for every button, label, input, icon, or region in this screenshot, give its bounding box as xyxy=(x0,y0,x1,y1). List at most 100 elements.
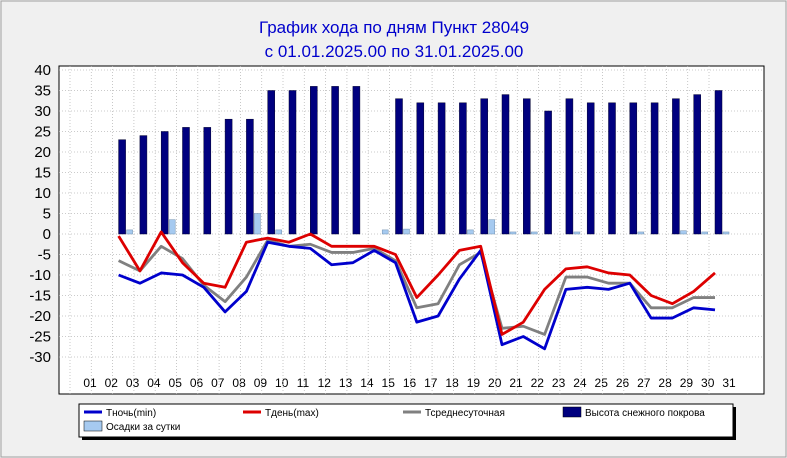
snow-depth-bar xyxy=(139,135,148,235)
x-tick-label: 21 xyxy=(509,376,523,390)
y-tick-label: -15 xyxy=(29,288,51,305)
y-tick-label: 0 xyxy=(43,226,51,243)
y-tick-label: 5 xyxy=(43,206,51,223)
y-tick-label: 40 xyxy=(34,62,51,79)
x-tick-label: 20 xyxy=(488,376,502,390)
precipitation-bar xyxy=(680,230,687,235)
precipitation-bar xyxy=(126,229,133,235)
precipitation-bar xyxy=(381,229,389,235)
snow-depth-bar xyxy=(544,110,552,235)
legend-label: Тночь(min) xyxy=(106,408,156,419)
snow-depth-bar xyxy=(395,98,403,235)
snow-depth-bar xyxy=(586,102,595,235)
snow-depth-bar xyxy=(714,90,723,235)
snow-depth-bar xyxy=(416,102,425,235)
legend-label: Осадки за сутки xyxy=(106,422,180,433)
tavg-line xyxy=(117,238,715,336)
x-tick-label: 30 xyxy=(701,376,715,390)
x-tick-label: 10 xyxy=(275,376,289,390)
snow-depth-bar xyxy=(459,102,467,235)
precipitation-bar xyxy=(701,231,708,235)
tmin-line xyxy=(118,240,716,351)
precipitation-bar xyxy=(467,229,474,235)
chart-title-line-2: с 01.01.2025.00 по 31.01.2025.00 xyxy=(265,42,524,61)
precipitation-bar xyxy=(275,229,282,235)
snow-depth-bar xyxy=(608,102,616,235)
tmax-line xyxy=(117,230,716,336)
y-tick-label: 35 xyxy=(34,83,51,100)
y-tick-label: -5 xyxy=(38,247,51,264)
snow-depth-bar xyxy=(693,94,701,235)
y-tick-label: 15 xyxy=(34,165,51,182)
x-tick-label: 17 xyxy=(424,376,438,390)
x-tick-label: 15 xyxy=(382,376,396,390)
legend-label: Высота снежного покрова xyxy=(585,408,705,419)
legend-swatch-bar xyxy=(562,406,582,418)
x-tick-label: 29 xyxy=(680,376,694,390)
chart-title-line-1: График хода по дням Пункт 28049 xyxy=(259,18,529,37)
legend-label: Тдень(max) xyxy=(265,408,319,419)
x-tick-label: 03 xyxy=(126,376,140,390)
x-tick-label: 07 xyxy=(211,376,225,390)
x-tick-label: 01 xyxy=(83,376,97,390)
precipitation-bar xyxy=(254,213,261,235)
x-tick-label: 11 xyxy=(297,376,310,390)
x-tick-label: 22 xyxy=(531,376,545,390)
x-tick-label: 06 xyxy=(190,376,204,390)
x-tick-label: 23 xyxy=(552,376,566,390)
x-tick-label: 02 xyxy=(105,376,119,390)
x-tick-label: 25 xyxy=(595,376,609,390)
snow-depth-bar xyxy=(672,98,680,235)
precipitation-bar xyxy=(637,231,645,235)
snow-depth-bar xyxy=(437,102,446,235)
y-tick-label: 20 xyxy=(34,144,51,161)
snow-depth-bar xyxy=(224,118,233,235)
legend-label: Тсреднесуточная xyxy=(425,408,505,419)
y-tick-label: 10 xyxy=(34,185,51,202)
snow-depth-bar xyxy=(523,98,531,235)
snow-depth-bar xyxy=(310,86,318,235)
precipitation-bar xyxy=(403,228,410,235)
y-tick-label: 25 xyxy=(34,124,51,141)
snow-depth-bar xyxy=(203,127,212,235)
legend: Тночь(min) Тдень(max) Тсреднесуточная Высот… xyxy=(78,403,736,440)
snow-depth-bar xyxy=(629,102,638,235)
snow-depth-bar xyxy=(182,127,190,235)
snow-depth-bar xyxy=(118,139,126,235)
x-tick-label: 09 xyxy=(254,376,268,390)
precipitation-bar xyxy=(488,219,495,235)
x-tick-label: 24 xyxy=(573,376,587,390)
x-tick-label: 26 xyxy=(616,376,630,390)
x-tick-label: 08 xyxy=(232,376,246,390)
snow-depth-bar xyxy=(288,90,297,235)
snow-depth-bar xyxy=(331,86,339,235)
precipitation-bar xyxy=(509,231,517,235)
snow-depth-bar xyxy=(246,118,254,235)
legend-shadow-bottom xyxy=(82,437,736,440)
legend-shadow-right xyxy=(733,407,736,440)
y-tick-label: -10 xyxy=(29,267,51,284)
x-tick-label: 04 xyxy=(147,376,161,390)
y-tick-label: -20 xyxy=(29,308,51,325)
snow-depth-bar xyxy=(650,102,659,235)
x-tick-label: 12 xyxy=(318,376,332,390)
x-tick-label: 28 xyxy=(658,376,672,390)
legend-swatch-bar xyxy=(83,420,103,432)
snow-depth-bar xyxy=(480,98,488,235)
snow-depth-bar xyxy=(160,131,169,235)
x-tick-label: 19 xyxy=(467,376,481,390)
precipitation-bar xyxy=(722,231,730,235)
y-tick-label: 30 xyxy=(34,103,51,120)
x-tick-label: 18 xyxy=(445,376,459,390)
x-tick-label: 31 xyxy=(722,376,736,390)
precipitation-bar xyxy=(531,231,538,235)
x-tick-label: 14 xyxy=(360,376,374,390)
precipitation-bar xyxy=(573,231,581,235)
snow-depth-bar xyxy=(352,86,361,235)
snow-depth-bar xyxy=(565,98,574,235)
y-tick-label: -30 xyxy=(29,349,51,366)
snow-depth-bar xyxy=(267,90,275,235)
plot-area: 40 35 30 25 20 15 10 5 0 -5 -10 -15 -20 -25 -30 01 02 03 0… xyxy=(29,62,765,395)
snow-depth-bar xyxy=(501,94,510,235)
